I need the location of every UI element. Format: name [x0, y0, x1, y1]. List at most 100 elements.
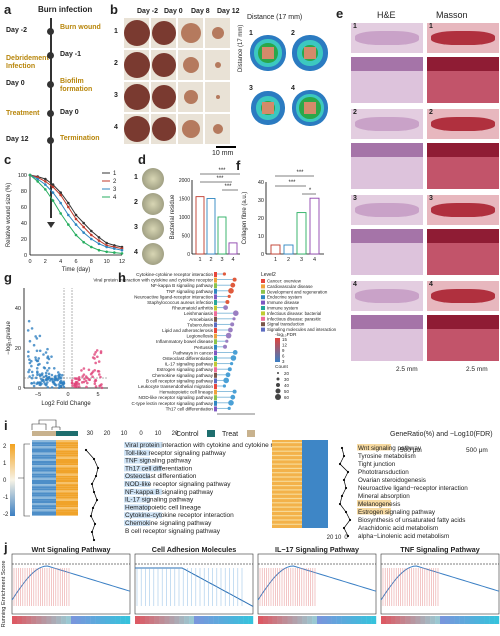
rank-bar — [440, 616, 446, 624]
panel-label-c: c — [4, 152, 12, 167]
rank-bar — [459, 616, 465, 624]
up-gene — [81, 375, 84, 378]
category-strip — [214, 372, 217, 378]
wound-photo — [205, 82, 230, 112]
contour-map: 1 — [248, 30, 288, 76]
col-header: Day 8 — [191, 8, 210, 15]
heatmap-cell — [56, 469, 78, 472]
down-gene — [46, 381, 49, 384]
panel-label-i: i — [4, 418, 8, 433]
category-strip — [214, 300, 217, 305]
legend-label: Cancer: overview — [267, 279, 302, 284]
rank-bar — [198, 616, 205, 624]
down-gene — [60, 373, 64, 377]
down-gene — [35, 337, 39, 340]
data-point — [28, 173, 32, 177]
down-gene — [46, 355, 50, 358]
masson-title: Masson — [436, 10, 468, 20]
section-number: 4 — [353, 281, 357, 288]
pathway-highlight — [124, 481, 150, 487]
down-gene — [47, 366, 51, 370]
up-gene — [84, 379, 88, 383]
rank-bar — [213, 616, 219, 624]
event-label: Burn wound — [60, 24, 101, 31]
wound-photo — [123, 114, 150, 144]
rank-bar — [115, 616, 121, 624]
epidermis-layer — [351, 229, 423, 243]
scale-tick: -1 — [3, 495, 9, 501]
rank-bar — [287, 616, 293, 624]
tissue-band — [355, 117, 419, 131]
category-strip — [214, 356, 217, 361]
data-point — [120, 248, 124, 252]
rank-bar — [484, 616, 490, 624]
bar — [270, 244, 281, 255]
heatmap-stripe — [272, 454, 302, 457]
data-point — [44, 183, 47, 186]
enrichment-line — [85, 449, 99, 541]
category-strip — [214, 333, 217, 339]
count-swatch — [275, 394, 281, 400]
left-pathway-label: Viral protein interaction with cytokine … — [125, 442, 295, 449]
x-tick: 2 — [287, 257, 290, 263]
pathway-label: Viral protein interaction with cytokine … — [93, 278, 213, 283]
series-line — [29, 174, 123, 250]
enrichment-point — [94, 474, 98, 478]
epidermis-layer — [351, 143, 423, 157]
pathway-label: Th17 cell differentiation — [166, 406, 214, 411]
pathway-label: Estrogen signaling pathway — [157, 367, 214, 372]
down-gene — [32, 381, 36, 385]
event-dot — [47, 28, 54, 35]
top-axis-tick: 20 — [172, 431, 179, 437]
row-label: 1 — [114, 28, 118, 35]
wound-photo — [123, 18, 150, 48]
y-tick: 20 — [21, 237, 27, 243]
category-strip — [214, 367, 217, 373]
pathway-highlight — [124, 504, 150, 511]
down-gene — [47, 372, 51, 376]
heatmap-cell — [56, 456, 78, 459]
rank-bar — [169, 616, 175, 624]
data-point — [82, 225, 85, 229]
rank-bar — [410, 616, 416, 624]
pathway-highlight — [357, 444, 391, 451]
left-pathway-label: NF-kappa B signaling pathway — [125, 489, 214, 496]
left-dendrogram — [18, 443, 30, 517]
rank-bar — [110, 616, 116, 624]
lollipop-dot — [225, 332, 232, 339]
heatmap-cell — [56, 475, 78, 478]
heatmap-cell — [56, 513, 78, 516]
data-point — [67, 213, 70, 217]
down-gene — [31, 374, 35, 377]
gsea-frame — [257, 553, 377, 615]
heatmap-stripe — [272, 446, 302, 448]
pathway-label: Leukocyte transendothelial migration — [138, 384, 213, 389]
rank-bar — [489, 616, 495, 624]
lollipop-dot — [232, 389, 237, 394]
down-gene — [47, 375, 51, 379]
down-gene — [32, 384, 36, 388]
legend-swatch — [261, 327, 265, 332]
enrichment-point — [338, 462, 342, 466]
rank-bar — [85, 616, 91, 624]
y-axis-label: Running Enrichment Score — [1, 561, 7, 628]
heatmap-cell — [32, 452, 56, 455]
rank-bar — [26, 616, 32, 624]
rank-bar — [302, 616, 308, 624]
data-point — [97, 239, 101, 242]
bacterial-residue-chart: 0 500 1000 1500 2000 Bacterial residue 1 2 3 4 ***… — [170, 168, 240, 263]
enrichment-point — [338, 502, 342, 506]
data-point — [67, 223, 70, 226]
rank-bar — [144, 616, 150, 624]
lollipop-dot — [232, 277, 237, 282]
rank-bar — [390, 616, 396, 624]
data-point — [36, 180, 39, 183]
rank-bar — [154, 616, 160, 624]
y-tick: 500 — [182, 234, 191, 240]
rank-bar — [366, 616, 372, 624]
up-gene — [97, 370, 101, 373]
enrichment-point — [92, 457, 96, 461]
heatmap-cell — [56, 446, 78, 449]
wound-photo — [151, 50, 176, 80]
rank-bar — [351, 616, 357, 624]
